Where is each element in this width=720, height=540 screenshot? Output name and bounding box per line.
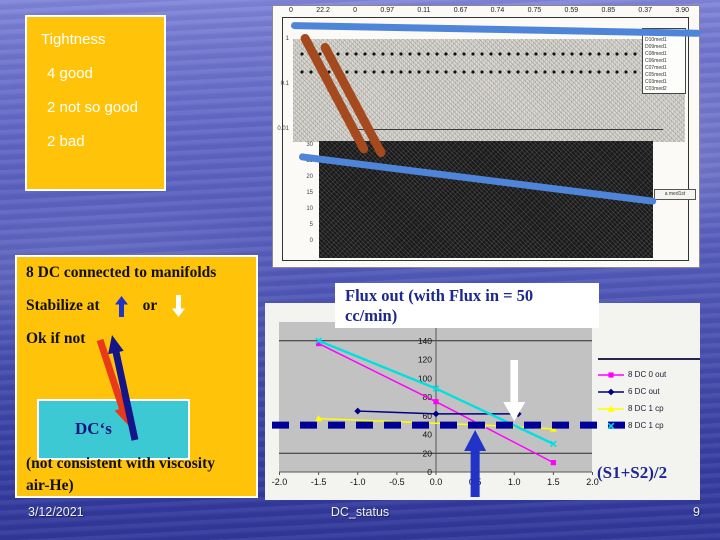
svg-text:120: 120: [418, 355, 432, 365]
scan-top-value: 0: [289, 7, 293, 14]
dc-cyan-box: DC‘s: [37, 399, 190, 460]
scan-top-value: 0.97: [380, 7, 394, 14]
chart-legend-label: 8 DC 1 cp: [628, 421, 664, 430]
dc-note-line2: air-He): [26, 477, 74, 494]
scan-top-value: 22.2: [316, 7, 330, 14]
scan-legend: D11med1D10med1D09med1C08med1C06med1C07me…: [642, 28, 686, 94]
footer-title: DC_status: [330, 505, 390, 519]
scan-side-label: a med1st: [654, 189, 696, 200]
chart-legend-entry: 8 DC 0 out: [598, 366, 700, 383]
svg-text:-1.0: -1.0: [350, 477, 366, 487]
svg-text:-0.5: -0.5: [389, 477, 405, 487]
scan-axis-upper: 1 0.1 0.01: [277, 36, 289, 132]
flux-chart-panel: 020406080100120140160-2.0-1.5-1.0-0.50.0…: [265, 303, 700, 500]
chart-title-line1: Flux out (with Flux in = 50: [345, 286, 534, 305]
svg-text:60: 60: [423, 411, 433, 421]
footer-page-number: 9: [693, 505, 700, 519]
footer-date: 3/12/2021: [28, 505, 84, 519]
tightness-item-1: 4 good: [47, 65, 93, 82]
scan-mid-line: [351, 129, 663, 130]
svg-text:-2.0: -2.0: [272, 477, 288, 487]
dc-cyan-label: DC‘s: [75, 419, 112, 438]
scan-top-value: 0.11: [417, 7, 431, 14]
scan-top-value: 0.74: [490, 7, 505, 14]
tightness-title: Tightness: [41, 31, 106, 48]
chart-legend-label: 6 DC out: [628, 387, 660, 396]
scan-dot-row-1: [298, 50, 676, 58]
dc-line2-mid: or: [142, 297, 158, 314]
scan-top-values: 0 22.2 0 0.97 0.11 0.67 0.74 0.75 0.59 0.85 0.37 3.…: [289, 7, 689, 14]
svg-text:1.0: 1.0: [508, 477, 521, 487]
scan-top-value: 3.90: [675, 7, 689, 14]
svg-text:2.0: 2.0: [586, 477, 599, 487]
flux-chart: 020406080100120140160-2.0-1.5-1.0-0.50.0…: [272, 317, 632, 497]
chart-x-axis-label: (S1+S2)/2: [597, 463, 668, 482]
chart-title-line2: cc/min): [345, 306, 398, 325]
svg-text:20: 20: [423, 448, 433, 458]
dc-box: 8 DC connected to manifolds Stabilize at…: [15, 255, 258, 498]
scan-lower-panel: [319, 141, 653, 258]
tightness-item-3: 2 bad: [47, 133, 85, 150]
chart-legend-entry: 6 DC out: [598, 383, 700, 400]
dc-note-line1: (not consistent with viscosity: [26, 455, 216, 472]
chart-legend-entry: 8 DC 1 cp: [598, 400, 700, 417]
scan-top-value: 0.75: [527, 7, 542, 14]
down-arrow-icon: [172, 295, 186, 317]
dc-line2: Stabilize at or: [26, 295, 256, 317]
svg-text:40: 40: [423, 430, 433, 440]
svg-text:100: 100: [418, 373, 432, 383]
svg-text:0: 0: [427, 467, 432, 477]
scan-top-value: 0.67: [453, 7, 468, 14]
chart-title: Flux out (with Flux in = 50 cc/min): [335, 283, 599, 328]
scanned-figure: 0 22.2 0 0.97 0.11 0.67 0.74 0.75 0.59 0.85 0.37 3.…: [272, 5, 701, 268]
svg-text:1.5: 1.5: [547, 477, 560, 487]
chart-legend-label: 8 DC 0 out: [628, 370, 667, 379]
dc-line2-pre: Stabilize at: [26, 297, 100, 314]
scan-frame: [282, 17, 689, 261]
dc-line3: Ok if not: [26, 330, 86, 347]
dc-line1: 8 DC connected to manifolds: [26, 264, 217, 281]
svg-text:140: 140: [418, 336, 432, 346]
scan-dot-row-2: [298, 68, 683, 76]
svg-text:-1.5: -1.5: [311, 477, 327, 487]
chart-legend-label: 8 DC 1 cp: [628, 404, 664, 413]
tightness-item-2: 2 not so good: [47, 99, 138, 116]
dc-note: (not consistent with viscosity air-He): [26, 453, 215, 497]
chart-legend-entry: 8 DC 1 cp: [598, 417, 700, 434]
scan-top-value: 0.37: [638, 7, 653, 14]
chart-legend: 8 DC 0 out 6 DC out 8 DC 1 cp 8 DC 1 cp: [598, 358, 700, 434]
up-arrow-icon: [114, 295, 128, 317]
scan-top-value: 0.85: [601, 7, 616, 14]
svg-text:0.0: 0.0: [430, 477, 443, 487]
scan-top-value: 0: [353, 7, 358, 14]
scan-top-value: 0.59: [564, 7, 579, 14]
tightness-box: Tightness 4 good 2 not so good 2 bad: [25, 15, 166, 191]
